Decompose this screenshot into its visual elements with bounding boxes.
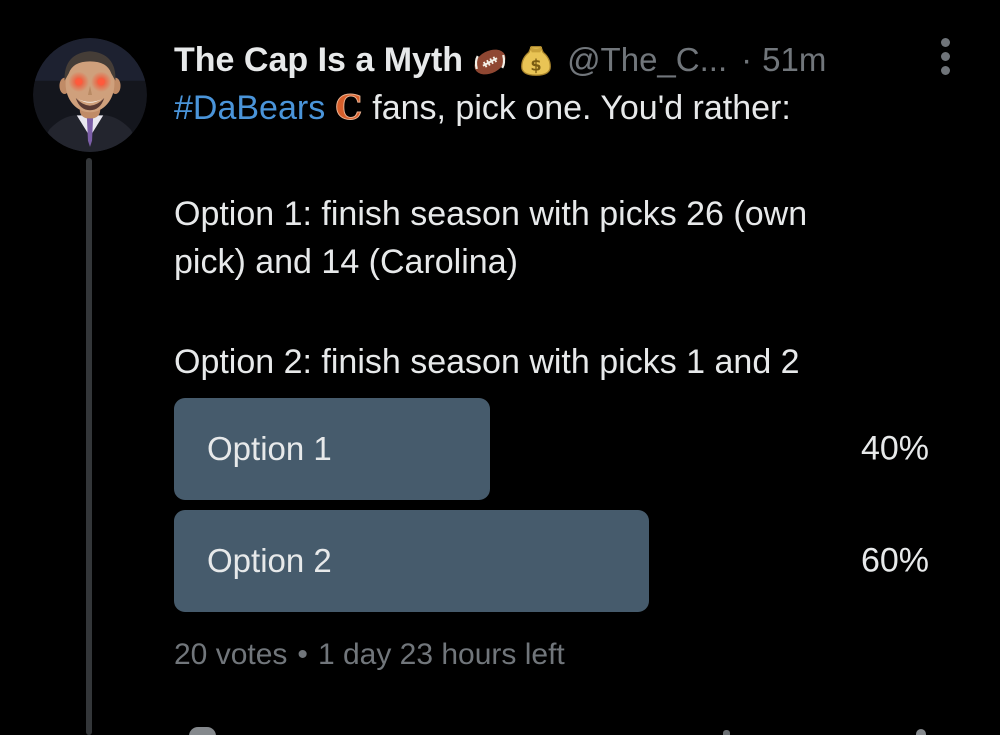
tweet-text-line-1: #DaBears C fans, pick one. You'd rather: — [174, 84, 965, 132]
tweet-paragraph-option2: Option 2: finish season with picks 1 and… — [174, 338, 965, 386]
timestamp-separator: · — [741, 41, 753, 78]
poll-option-row-2: Option 2 60% — [174, 510, 965, 612]
share-icon[interactable] — [916, 729, 926, 735]
money-bag-emoji-icon: $ — [517, 40, 555, 80]
poll-vote-count: 20 votes — [174, 638, 288, 671]
svg-text:$: $ — [530, 55, 541, 74]
poll-option-percent: 40% — [860, 429, 929, 468]
tweet-text-line: pick) and 14 (Carolina) — [174, 243, 518, 281]
hashtag-dabears-link[interactable]: #DaBears — [174, 89, 326, 127]
poll-option-label: Option 2 — [207, 542, 332, 579]
tweet-text: fans, pick one. You'd rather: — [372, 89, 791, 127]
poll-option-percent: 60% — [860, 541, 929, 580]
more-options-button[interactable] — [936, 38, 954, 82]
poll-option-row-1: Option 1 40% — [174, 398, 965, 500]
author-name[interactable]: The Cap Is a Myth — [174, 40, 464, 79]
tweet-content: The Cap Is a Myth — [174, 36, 965, 672]
more-options-icon — [940, 52, 950, 61]
poll-time-left: 1 day 23 hours left — [317, 638, 565, 671]
reply-icon[interactable] — [189, 727, 216, 735]
avatar-image — [33, 38, 147, 152]
views-icon[interactable] — [723, 730, 730, 735]
poll-result-bar — [174, 398, 491, 500]
tweet-paragraph-option1: Option 1: finish season with picks 26 (o… — [174, 190, 965, 286]
tweet-text-line: Option 2: finish season with picks 1 and… — [174, 343, 800, 381]
poll: Option 1 40% Option 2 60% 20 votes • 1 d… — [174, 398, 965, 672]
author-handle[interactable]: @The_C... — [567, 41, 728, 78]
author-header: The Cap Is a Myth — [174, 36, 965, 84]
more-options-icon — [940, 66, 950, 75]
bears-logo-icon: C — [335, 88, 363, 129]
poll-option-label: Option 1 — [207, 430, 332, 467]
football-emoji-icon — [470, 40, 510, 80]
tweet-text-line: Option 1: finish season with picks 26 (o… — [174, 195, 808, 233]
poll-result-bar — [174, 510, 649, 612]
poll-footer-separator: • — [297, 638, 308, 671]
avatar[interactable] — [33, 38, 147, 152]
more-options-icon — [940, 38, 950, 47]
thread-connector-line — [86, 158, 92, 735]
timestamp[interactable]: 51m — [762, 41, 827, 78]
poll-footer: 20 votes • 1 day 23 hours left — [174, 638, 965, 672]
